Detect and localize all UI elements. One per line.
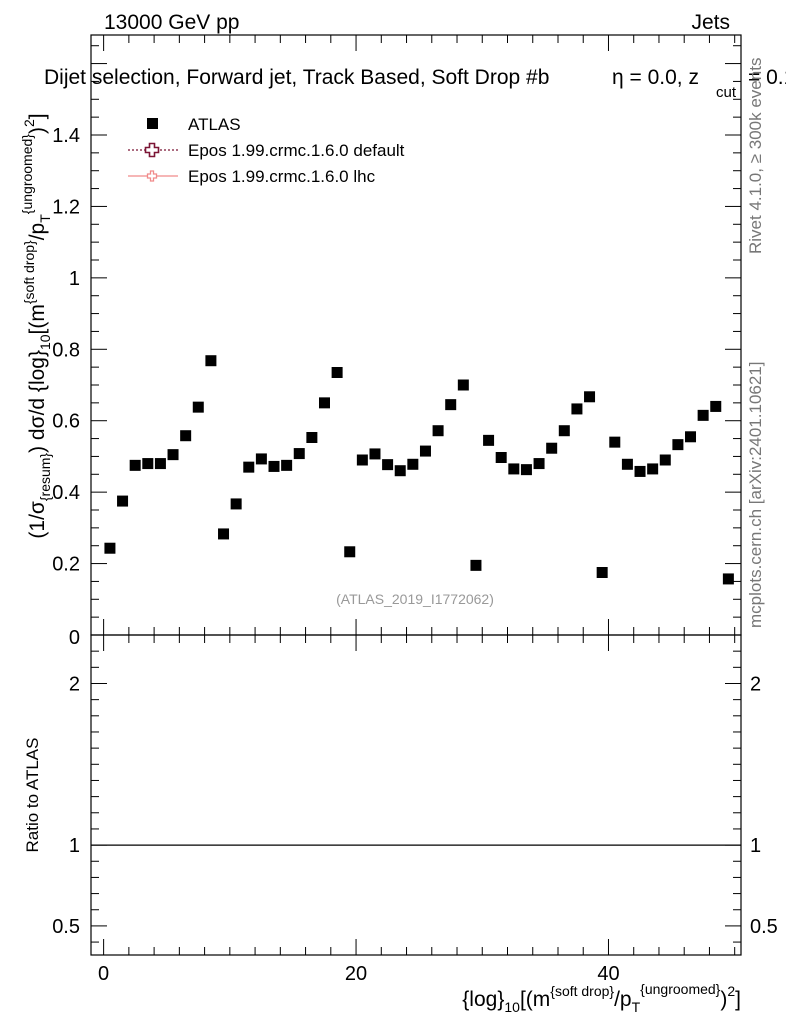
data-point <box>167 449 179 461</box>
ratio-y-ticks: 0.5 0.5 1 1 2 2 <box>52 634 778 943</box>
legend-marker-epos-lhc <box>128 170 178 182</box>
mcplots-label: mcplots.cern.ch [arXiv:2401.10621] <box>746 362 765 628</box>
data-point <box>647 463 659 475</box>
y-tick-label: 1.4 <box>52 125 80 147</box>
ratio-y-tick-label-left: 2 <box>69 673 80 695</box>
ratio-plot-frame <box>90 634 742 956</box>
data-point <box>205 355 217 367</box>
plot-title-cut: cut <box>716 84 737 101</box>
data-point <box>255 453 267 465</box>
ratio-y-tick-label-right: 0.5 <box>750 916 778 938</box>
data-point <box>722 573 734 585</box>
data-point <box>306 432 318 443</box>
data-point <box>546 442 558 454</box>
data-point <box>621 458 633 470</box>
legend-marker-atlas <box>147 118 158 129</box>
data-point <box>104 542 116 554</box>
data-point <box>672 439 684 451</box>
y-axis-label-ratio: Ratio to ATLAS <box>23 738 42 853</box>
data-point <box>268 460 280 472</box>
rivet-version-label: Rivet 4.1.0, ≥ 300k events <box>746 58 765 254</box>
plot-title: Dijet selection, Forward jet, Track Base… <box>44 66 549 89</box>
legend-marker-epos-default <box>128 142 178 158</box>
data-point <box>419 445 431 457</box>
ratio-y-tick-label-right: 2 <box>750 673 761 695</box>
x-axis-label: {log}10[(m{soft drop}/pT{ungroomed})2] <box>462 981 741 1015</box>
header-right-label: Jets <box>691 11 730 34</box>
data-point <box>129 459 141 471</box>
y-tick-label: 1.2 <box>52 196 80 218</box>
ratio-y-tick-label-left: 1 <box>69 835 80 857</box>
data-point <box>520 464 532 476</box>
data-point <box>584 391 596 403</box>
data-point <box>470 559 482 571</box>
data-point <box>634 465 646 477</box>
data-point <box>457 379 469 391</box>
title-main: Dijet selection, Forward jet, Track Base… <box>44 66 549 89</box>
data-point <box>659 454 671 466</box>
data-point <box>192 401 204 413</box>
legend: ATLAS Epos 1.99.crmc.1.6.0 default Epos … <box>128 115 405 186</box>
legend-label-epos-default: Epos 1.99.crmc.1.6.0 default <box>188 141 405 160</box>
data-point <box>281 459 293 471</box>
y-tick-label: 0.2 <box>52 554 80 576</box>
data-point <box>533 458 545 470</box>
data-point <box>596 567 608 578</box>
y-tick-label: 0.8 <box>52 339 80 361</box>
data-point <box>394 465 406 477</box>
data-point <box>571 403 583 415</box>
y-axis-label-main: (1/σ{resum}) dσ/d {log}10[(m{soft drop}/… <box>19 113 53 538</box>
y-tick-label: 1 <box>69 268 80 290</box>
data-point <box>445 399 457 411</box>
ratio-x-ticks: 0 20 40 <box>98 635 736 985</box>
x-tick-label: 20 <box>345 963 367 985</box>
x-tick-label: 0 <box>98 963 109 985</box>
data-point <box>697 409 709 421</box>
data-point <box>407 458 419 470</box>
legend-label-atlas: ATLAS <box>188 115 241 134</box>
data-point <box>558 425 570 437</box>
data-point <box>218 528 230 540</box>
ratio-y-tick-label-right: 1 <box>750 835 761 857</box>
data-point <box>180 430 192 442</box>
data-point <box>382 459 394 471</box>
data-point <box>318 397 330 409</box>
y-tick-label: 0.6 <box>52 411 80 433</box>
y-tick-label-zero: 0 <box>69 627 80 649</box>
analysis-watermark: (ATLAS_2019_I1772062) <box>336 591 494 607</box>
plot-title-tail: = 0.1 <box>748 66 786 89</box>
ratio-y-tick-label-left: 0.5 <box>52 916 80 938</box>
data-point <box>293 448 305 460</box>
y-tick-label: 0.4 <box>52 482 80 504</box>
data-point <box>142 458 154 470</box>
data-point <box>230 498 242 510</box>
x-tick-label: 40 <box>597 963 619 985</box>
atlas-data-points <box>104 355 734 585</box>
data-point <box>117 495 129 507</box>
data-point <box>432 425 444 437</box>
title-eta: η = 0.0, z <box>612 66 699 89</box>
data-point <box>609 436 621 448</box>
data-point <box>344 546 356 558</box>
data-point <box>495 452 507 463</box>
data-point <box>369 448 381 460</box>
plot-title-eta: η = 0.0, z <box>612 66 699 89</box>
header-left-label: 13000 GeV pp <box>104 11 239 34</box>
data-point <box>331 367 343 378</box>
data-point <box>508 463 520 475</box>
data-point <box>710 400 722 412</box>
data-point <box>483 434 495 446</box>
data-point <box>243 461 255 473</box>
data-point <box>154 458 166 470</box>
legend-label-epos-lhc: Epos 1.99.crmc.1.6.0 lhc <box>188 167 376 186</box>
main-x-ticks <box>103 35 736 635</box>
data-point <box>685 431 697 443</box>
main-y-ticks: 0.2 0.4 0.6 0.8 1 1.2 1.4 <box>52 45 741 636</box>
data-point <box>356 454 368 466</box>
